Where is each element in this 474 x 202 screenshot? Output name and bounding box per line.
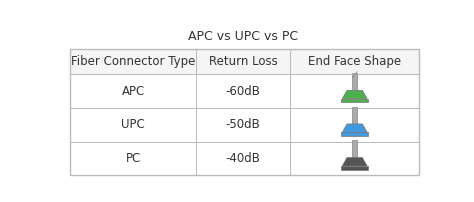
FancyBboxPatch shape bbox=[196, 108, 290, 142]
FancyBboxPatch shape bbox=[70, 142, 196, 175]
Polygon shape bbox=[341, 99, 368, 102]
Text: UPC: UPC bbox=[121, 118, 145, 131]
Polygon shape bbox=[342, 124, 367, 133]
Polygon shape bbox=[352, 107, 357, 124]
Polygon shape bbox=[352, 73, 357, 90]
FancyBboxPatch shape bbox=[70, 108, 196, 142]
FancyBboxPatch shape bbox=[196, 74, 290, 108]
Text: APC: APC bbox=[121, 85, 145, 98]
FancyBboxPatch shape bbox=[290, 49, 419, 74]
FancyBboxPatch shape bbox=[196, 49, 290, 74]
FancyBboxPatch shape bbox=[70, 49, 196, 74]
FancyBboxPatch shape bbox=[70, 74, 196, 108]
Text: APC vs UPC vs PC: APC vs UPC vs PC bbox=[188, 31, 298, 43]
Text: -50dB: -50dB bbox=[226, 118, 260, 131]
Text: End Face Shape: End Face Shape bbox=[308, 55, 401, 68]
Polygon shape bbox=[342, 158, 367, 166]
Polygon shape bbox=[352, 72, 357, 78]
Polygon shape bbox=[352, 140, 357, 158]
Text: Return Loss: Return Loss bbox=[209, 55, 277, 68]
FancyBboxPatch shape bbox=[290, 74, 419, 108]
Text: Fiber Connector Type: Fiber Connector Type bbox=[71, 55, 195, 68]
Text: -60dB: -60dB bbox=[226, 85, 260, 98]
Polygon shape bbox=[341, 166, 368, 169]
Text: -40dB: -40dB bbox=[226, 152, 260, 165]
Polygon shape bbox=[342, 90, 367, 99]
Text: PC: PC bbox=[126, 152, 141, 165]
Polygon shape bbox=[341, 133, 368, 136]
FancyBboxPatch shape bbox=[290, 108, 419, 142]
FancyBboxPatch shape bbox=[196, 142, 290, 175]
FancyBboxPatch shape bbox=[290, 142, 419, 175]
